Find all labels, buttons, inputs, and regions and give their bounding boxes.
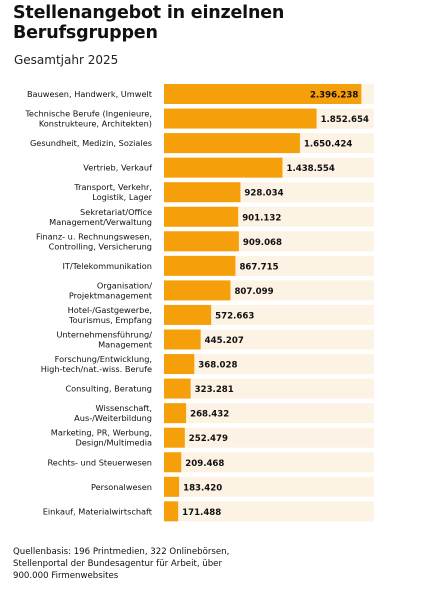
category-label: Wissenschaft, Aus-/Weiterbildung (74, 403, 152, 423)
category-label: Consulting, Beratung (65, 384, 152, 394)
value-label: 1.438.554 (286, 164, 334, 174)
value-label: 171.488 (182, 508, 221, 518)
source-note-line1: Quellenbasis: 196 Printmedien, 322 Onlin… (13, 547, 230, 557)
chart-title: Stellenangebot in einzelnen Berufsgruppe… (13, 3, 413, 43)
bar-track (164, 403, 374, 424)
bar (164, 452, 182, 473)
value-label: 252.479 (189, 434, 228, 444)
category-label: Forschung/Entwicklung, High-tech/nat.-wis… (41, 354, 152, 374)
bar-track (164, 378, 374, 399)
bar (164, 157, 283, 178)
bar (164, 304, 212, 325)
bar-track (164, 427, 374, 448)
bar-chart: 2.396.238 Bauwesen, Handwerk, Umwelt 1.852… (24, 84, 374, 522)
category-label: Vertrieb, Verkauf (83, 163, 153, 173)
bar-track (164, 354, 374, 375)
bar (164, 280, 231, 301)
chart-subtitle: Gesamtjahr 2025 (14, 53, 119, 67)
category-label: Gesundheit, Medizin, Soziales (30, 138, 152, 148)
category-label: Rechts- und Steuerwesen (47, 457, 152, 467)
bar (164, 133, 300, 154)
category-label: Technische Berufe (Ingenieure, Konstrukte… (24, 109, 152, 129)
bar (164, 329, 201, 350)
bar-track (164, 476, 374, 497)
category-label: Organisation/Projektmanagement (69, 280, 153, 300)
source-note: Quellenbasis: 196 Printmedien, 322 Onlin… (13, 546, 313, 582)
bar (164, 206, 239, 227)
bar (164, 231, 239, 252)
value-label: 323.281 (195, 385, 234, 395)
value-label: 928.034 (244, 189, 283, 199)
value-label: 901.132 (242, 213, 281, 223)
value-label: 909.068 (243, 238, 282, 248)
bar-track (164, 452, 374, 473)
value-label: 572.663 (215, 311, 254, 321)
value-label: 1.650.424 (304, 140, 352, 150)
category-label: Unternehmensführung/Management (57, 330, 153, 350)
value-label: 807.099 (234, 287, 273, 297)
chart-title-line1: Stellenangebot in einzelnen (13, 3, 285, 23)
bar (164, 182, 241, 203)
value-label: 183.420 (183, 483, 222, 493)
bar-track (164, 304, 374, 325)
bar (164, 354, 195, 375)
value-label: 209.468 (185, 459, 224, 469)
category-label: Finanz- u. Rechnungswesen, Controlling, V… (36, 231, 152, 251)
bar (164, 403, 187, 424)
chart-title-line2: Berufsgruppen (13, 23, 158, 43)
bar (164, 84, 362, 104)
category-label: Bauwesen, Handwerk, Umwelt (27, 89, 153, 99)
category-label: Hotel-/Gastgewerbe, Tourismus, Empfang (68, 305, 152, 325)
bar (164, 427, 185, 448)
bar (164, 108, 317, 129)
bar-track (164, 329, 374, 350)
value-label: 2.396.238 (310, 91, 358, 101)
category-label: Personalwesen (91, 482, 152, 492)
value-label: 368.028 (198, 361, 237, 371)
bar (164, 476, 180, 497)
bar (164, 501, 179, 522)
category-label: Einkauf, Materialwirtschaft (43, 506, 153, 516)
bar-track (164, 501, 374, 522)
value-label: 867.715 (239, 262, 278, 272)
source-note-line2: Stellenportal der Bundesagentur für Arbe… (13, 559, 223, 569)
value-label: 268.432 (190, 410, 229, 420)
bar (164, 255, 236, 276)
category-label: Marketing, PR, Werbung, Design/Multimedia (51, 428, 152, 448)
category-label: Sekretariat/Office Management/Verwaltung (49, 207, 152, 227)
value-label: 1.852.654 (321, 115, 369, 125)
category-label: IT/Telekommunikation (63, 261, 153, 271)
bar (164, 378, 191, 399)
category-label: Transport, Verkehr, Logistik, Lager (73, 182, 152, 202)
source-note-line3: 900.000 Firmenwebsites (13, 571, 119, 581)
value-label: 445.207 (205, 336, 244, 346)
